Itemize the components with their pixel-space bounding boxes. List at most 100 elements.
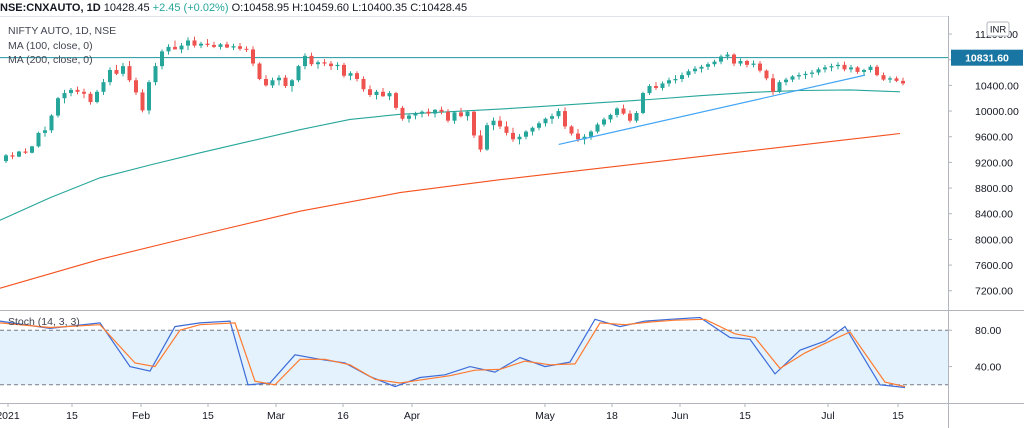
candle-body [264, 78, 268, 86]
candle [608, 113, 613, 123]
candle-body [537, 123, 541, 128]
candle [751, 60, 756, 68]
candle-body [524, 131, 528, 137]
candle-body [654, 86, 658, 88]
candle-body [36, 132, 41, 147]
candle [550, 113, 554, 124]
candle [10, 152, 15, 160]
candle [517, 134, 522, 145]
candle [153, 62, 158, 86]
candle-body [647, 86, 652, 94]
time-tick-label: May [535, 410, 556, 422]
candle [212, 41, 216, 49]
time-tick-label: Mar [267, 410, 286, 422]
candle-body [855, 67, 860, 72]
candle-body [387, 93, 392, 97]
candle [784, 77, 788, 86]
candle [595, 122, 600, 134]
candle [69, 87, 73, 97]
price-tick-label: 9600.00 [975, 132, 1013, 144]
candle [849, 64, 853, 73]
candle-body [803, 73, 808, 76]
candle-body [771, 78, 775, 92]
low-value: L:10400.35 [352, 2, 408, 14]
candle [465, 110, 470, 121]
candle [875, 64, 879, 77]
ma100-legend[interactable]: MA (100, close, 0) [8, 40, 93, 52]
candle-body [361, 78, 366, 90]
candle [641, 91, 645, 115]
stoch-d-line [0, 318, 906, 388]
candle-body [303, 55, 307, 67]
candle-body [465, 111, 470, 117]
candle-body [56, 98, 60, 116]
candle-body [543, 118, 548, 124]
candle-body [732, 54, 736, 64]
candle-body [134, 80, 138, 93]
candle-body [179, 45, 184, 50]
currency-label: INR [990, 25, 1007, 36]
candle [855, 66, 860, 74]
candle-body [296, 66, 301, 81]
candle-body [478, 135, 483, 150]
candle [602, 117, 606, 127]
stoch-legend[interactable]: Stoch (14, 3, 3) [8, 316, 80, 328]
candle-body [290, 80, 294, 87]
candle [654, 82, 658, 90]
price-tick-label: 8400.00 [975, 209, 1013, 221]
time-tick-label: 16 [337, 410, 349, 422]
candle [121, 62, 125, 77]
candle [49, 114, 54, 133]
candle [621, 104, 626, 115]
candle [75, 86, 80, 95]
candle-body [862, 69, 866, 72]
candle-body [888, 78, 892, 80]
candle [446, 109, 450, 123]
candle [270, 77, 275, 88]
candle [322, 59, 327, 67]
candle [160, 49, 164, 70]
candle-body [816, 69, 821, 73]
candle [381, 87, 385, 97]
candle [862, 68, 866, 76]
ma200-legend[interactable]: MA (200, close, 0) [8, 54, 93, 66]
candle [238, 43, 242, 51]
candle-body [699, 66, 704, 69]
stoch-tick-label: 40.00 [975, 362, 1001, 374]
candle-body [641, 93, 645, 113]
candle [615, 107, 619, 118]
ma200-line [0, 132, 901, 289]
candle [881, 72, 886, 81]
candle [758, 60, 762, 73]
time-tick-label: 18 [606, 410, 618, 422]
candle [95, 89, 99, 104]
candle [433, 109, 437, 118]
price-tick-label: 9200.00 [975, 157, 1013, 169]
candle-body [257, 63, 262, 79]
candle-body [439, 109, 444, 112]
candle [140, 89, 145, 113]
candle-body [69, 89, 73, 94]
candle [901, 77, 905, 86]
candle-body [101, 82, 106, 92]
candle [36, 131, 41, 148]
candle-body [127, 66, 132, 81]
time-tick-label: 15 [66, 410, 78, 422]
candle-body [121, 66, 125, 74]
candle [127, 60, 132, 83]
candle [485, 122, 489, 151]
candle [426, 108, 431, 117]
candle-body [4, 155, 8, 162]
candle [699, 64, 704, 73]
candle-body [719, 56, 723, 62]
candle [472, 111, 476, 139]
change-value: +2.45 (+0.02%) [152, 2, 229, 14]
price-tick-label: 10400.00 [975, 80, 1019, 92]
candle-body [433, 109, 437, 114]
candle [589, 130, 593, 140]
candle [556, 108, 561, 119]
stoch-tick-label: 80.00 [975, 325, 1001, 337]
candle-body [368, 89, 372, 96]
candle-body [147, 82, 151, 111]
